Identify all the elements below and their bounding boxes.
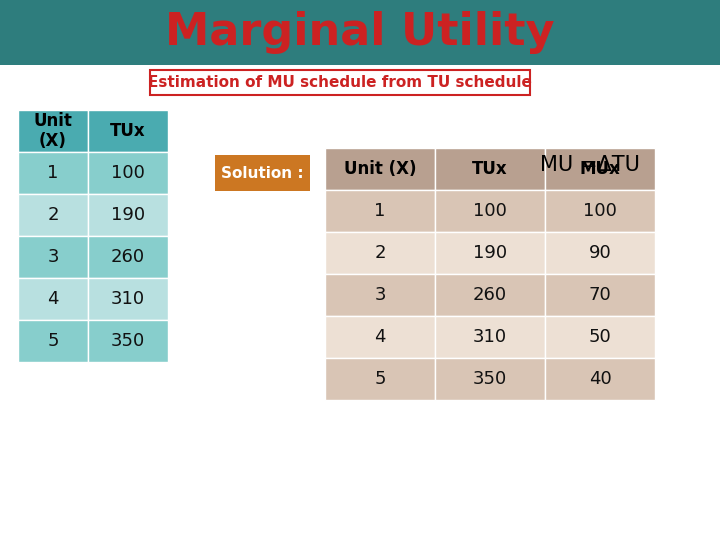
Text: 100: 100 [111, 164, 145, 182]
FancyBboxPatch shape [0, 0, 720, 65]
FancyBboxPatch shape [325, 274, 435, 316]
Text: 90: 90 [589, 244, 611, 262]
FancyBboxPatch shape [325, 232, 435, 274]
FancyBboxPatch shape [88, 236, 168, 278]
Text: 50: 50 [589, 328, 611, 346]
FancyBboxPatch shape [150, 70, 530, 95]
FancyBboxPatch shape [325, 316, 435, 358]
FancyBboxPatch shape [545, 232, 655, 274]
FancyBboxPatch shape [435, 358, 545, 400]
FancyBboxPatch shape [18, 194, 88, 236]
Text: 350: 350 [473, 370, 507, 388]
FancyBboxPatch shape [325, 358, 435, 400]
Text: 260: 260 [473, 286, 507, 304]
FancyBboxPatch shape [545, 274, 655, 316]
Text: Unit (X): Unit (X) [343, 160, 416, 178]
FancyBboxPatch shape [435, 232, 545, 274]
Text: 190: 190 [111, 206, 145, 224]
Text: TUx: TUx [110, 122, 146, 140]
Text: 260: 260 [111, 248, 145, 266]
Text: 4: 4 [48, 290, 59, 308]
Text: 5: 5 [48, 332, 59, 350]
FancyBboxPatch shape [215, 155, 310, 191]
FancyBboxPatch shape [18, 236, 88, 278]
FancyBboxPatch shape [435, 274, 545, 316]
FancyBboxPatch shape [435, 148, 545, 190]
Text: 1: 1 [48, 164, 59, 182]
FancyBboxPatch shape [545, 148, 655, 190]
Text: 5: 5 [374, 370, 386, 388]
FancyBboxPatch shape [325, 190, 435, 232]
Text: MUx: MUx [580, 160, 621, 178]
FancyBboxPatch shape [545, 316, 655, 358]
Text: 310: 310 [473, 328, 507, 346]
FancyBboxPatch shape [18, 110, 88, 152]
Text: Marginal Utility: Marginal Utility [166, 11, 554, 55]
Text: Unit
(X): Unit (X) [34, 112, 73, 151]
FancyBboxPatch shape [88, 278, 168, 320]
Text: 100: 100 [473, 202, 507, 220]
Text: 70: 70 [589, 286, 611, 304]
Text: TUx: TUx [472, 160, 508, 178]
Text: Solution :: Solution : [221, 165, 304, 180]
Text: MU =ΔTU: MU =ΔTU [540, 155, 640, 175]
FancyBboxPatch shape [88, 320, 168, 362]
FancyBboxPatch shape [88, 194, 168, 236]
FancyBboxPatch shape [88, 152, 168, 194]
FancyBboxPatch shape [435, 190, 545, 232]
FancyBboxPatch shape [325, 148, 435, 190]
Text: 2: 2 [48, 206, 59, 224]
Text: 40: 40 [589, 370, 611, 388]
FancyBboxPatch shape [18, 278, 88, 320]
FancyBboxPatch shape [435, 316, 545, 358]
FancyBboxPatch shape [88, 110, 168, 152]
Text: 310: 310 [111, 290, 145, 308]
FancyBboxPatch shape [545, 190, 655, 232]
Text: 4: 4 [374, 328, 386, 346]
Text: 350: 350 [111, 332, 145, 350]
Text: 3: 3 [374, 286, 386, 304]
Text: 100: 100 [583, 202, 617, 220]
Text: 1: 1 [374, 202, 386, 220]
FancyBboxPatch shape [545, 358, 655, 400]
Text: Estimation of MU schedule from TU schedule: Estimation of MU schedule from TU schedu… [148, 75, 532, 90]
FancyBboxPatch shape [18, 320, 88, 362]
FancyBboxPatch shape [18, 152, 88, 194]
Text: 3: 3 [48, 248, 59, 266]
Text: 190: 190 [473, 244, 507, 262]
Text: 2: 2 [374, 244, 386, 262]
